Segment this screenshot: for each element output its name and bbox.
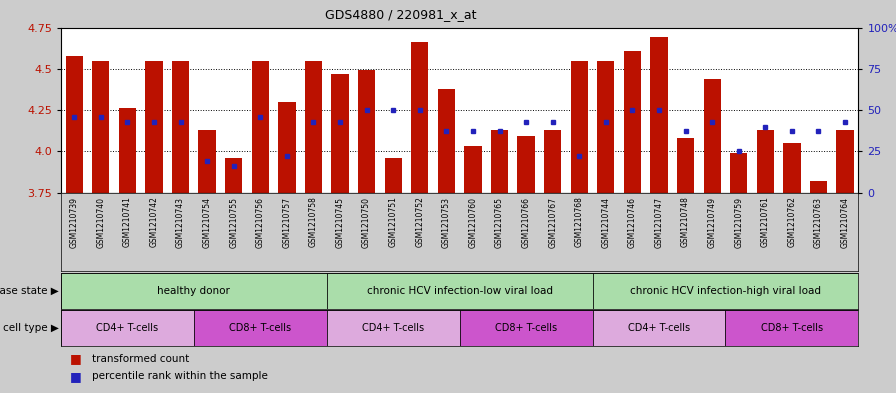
Text: GSM1210745: GSM1210745: [335, 196, 345, 248]
Text: GSM1210758: GSM1210758: [309, 196, 318, 247]
Bar: [810, 181, 827, 193]
Bar: [61, 273, 327, 309]
Bar: [518, 136, 535, 193]
Text: GSM1210741: GSM1210741: [123, 196, 132, 247]
Bar: [65, 55, 82, 193]
Bar: [332, 74, 349, 193]
Bar: [650, 37, 668, 193]
Bar: [726, 310, 858, 346]
Text: CD8+ T-cells: CD8+ T-cells: [229, 323, 291, 333]
Text: GSM1210747: GSM1210747: [654, 196, 664, 248]
Text: chronic HCV infection-high viral load: chronic HCV infection-high viral load: [630, 286, 821, 296]
Bar: [677, 138, 694, 193]
Text: GSM1210751: GSM1210751: [389, 196, 398, 247]
Text: GSM1210752: GSM1210752: [415, 196, 425, 247]
Bar: [730, 153, 747, 193]
Text: GSM1210767: GSM1210767: [548, 196, 557, 248]
Bar: [757, 130, 774, 193]
Text: CD4+ T-cells: CD4+ T-cells: [96, 323, 159, 333]
Text: CD4+ T-cells: CD4+ T-cells: [628, 323, 690, 333]
Text: GSM1210762: GSM1210762: [788, 196, 797, 247]
Text: GSM1210765: GSM1210765: [495, 196, 504, 248]
Text: CD8+ T-cells: CD8+ T-cells: [495, 323, 557, 333]
Text: GSM1210746: GSM1210746: [628, 196, 637, 248]
Text: GSM1210760: GSM1210760: [469, 196, 478, 248]
Bar: [327, 273, 592, 309]
Bar: [624, 51, 641, 193]
Bar: [145, 61, 162, 193]
Bar: [358, 70, 375, 193]
Text: GSM1210754: GSM1210754: [202, 196, 211, 248]
Bar: [837, 130, 854, 193]
Bar: [92, 61, 109, 193]
Text: GSM1210764: GSM1210764: [840, 196, 849, 248]
Bar: [598, 61, 615, 193]
Text: GSM1210743: GSM1210743: [176, 196, 185, 248]
Text: GDS4880 / 220981_x_at: GDS4880 / 220981_x_at: [325, 8, 477, 21]
Text: GSM1210756: GSM1210756: [255, 196, 265, 248]
Bar: [411, 42, 428, 193]
Bar: [119, 108, 136, 193]
Bar: [199, 130, 216, 193]
Bar: [460, 310, 592, 346]
Text: percentile rank within the sample: percentile rank within the sample: [92, 371, 268, 381]
Text: chronic HCV infection-low viral load: chronic HCV infection-low viral load: [366, 286, 553, 296]
Text: GSM1210744: GSM1210744: [601, 196, 610, 248]
Text: cell type ▶: cell type ▶: [4, 323, 59, 333]
Bar: [464, 146, 481, 193]
Text: GSM1210768: GSM1210768: [574, 196, 584, 247]
Bar: [279, 102, 296, 193]
Bar: [327, 310, 460, 346]
Text: transformed count: transformed count: [92, 354, 190, 364]
Text: CD8+ T-cells: CD8+ T-cells: [761, 323, 823, 333]
Text: GSM1210750: GSM1210750: [362, 196, 371, 248]
Text: GSM1210742: GSM1210742: [150, 196, 159, 247]
Bar: [703, 79, 720, 193]
Text: GSM1210739: GSM1210739: [70, 196, 79, 248]
Text: GSM1210748: GSM1210748: [681, 196, 690, 247]
Text: GSM1210766: GSM1210766: [521, 196, 530, 248]
Text: GSM1210759: GSM1210759: [734, 196, 744, 248]
Text: ■: ■: [70, 352, 82, 365]
Text: CD4+ T-cells: CD4+ T-cells: [362, 323, 425, 333]
Text: healthy donor: healthy donor: [158, 286, 230, 296]
Text: GSM1210740: GSM1210740: [96, 196, 106, 248]
Bar: [491, 130, 508, 193]
Bar: [544, 130, 561, 193]
Bar: [194, 310, 327, 346]
Text: ■: ■: [70, 369, 82, 383]
Text: GSM1210757: GSM1210757: [282, 196, 291, 248]
Bar: [592, 273, 858, 309]
Bar: [252, 61, 269, 193]
Bar: [438, 88, 455, 193]
Text: GSM1210749: GSM1210749: [708, 196, 717, 248]
Bar: [172, 61, 189, 193]
Text: GSM1210763: GSM1210763: [814, 196, 823, 248]
Bar: [592, 310, 726, 346]
Text: GSM1210761: GSM1210761: [761, 196, 770, 247]
Bar: [225, 158, 242, 193]
Text: GSM1210753: GSM1210753: [442, 196, 451, 248]
Bar: [384, 158, 401, 193]
Text: disease state ▶: disease state ▶: [0, 286, 59, 296]
Bar: [61, 310, 194, 346]
Text: GSM1210755: GSM1210755: [229, 196, 238, 248]
Bar: [783, 143, 800, 193]
Bar: [305, 61, 322, 193]
Bar: [571, 61, 588, 193]
